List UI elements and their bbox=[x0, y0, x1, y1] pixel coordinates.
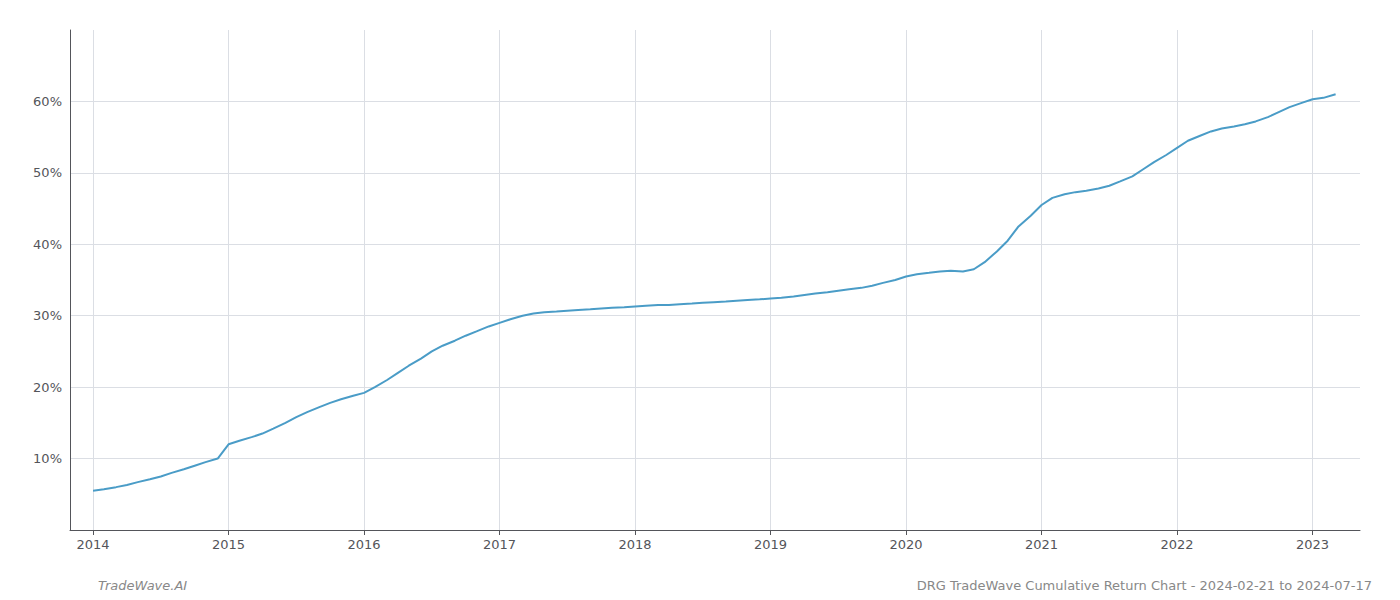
svg-text:30%: 30% bbox=[33, 308, 62, 323]
svg-text:2021: 2021 bbox=[1025, 537, 1058, 552]
svg-text:2022: 2022 bbox=[1161, 537, 1194, 552]
svg-text:2014: 2014 bbox=[76, 537, 109, 552]
svg-text:50%: 50% bbox=[33, 165, 62, 180]
svg-text:2020: 2020 bbox=[890, 537, 923, 552]
svg-text:2016: 2016 bbox=[347, 537, 380, 552]
svg-text:DRG TradeWave Cumulative Retur: DRG TradeWave Cumulative Return Chart - … bbox=[917, 578, 1372, 593]
svg-text:2015: 2015 bbox=[212, 537, 245, 552]
svg-text:40%: 40% bbox=[33, 237, 62, 252]
svg-text:2023: 2023 bbox=[1296, 537, 1329, 552]
svg-text:60%: 60% bbox=[33, 94, 62, 109]
svg-text:2018: 2018 bbox=[619, 537, 652, 552]
svg-text:20%: 20% bbox=[33, 380, 62, 395]
svg-text:2019: 2019 bbox=[754, 537, 787, 552]
svg-text:TradeWave.AI: TradeWave.AI bbox=[98, 578, 187, 593]
svg-text:2017: 2017 bbox=[483, 537, 516, 552]
svg-text:10%: 10% bbox=[33, 451, 62, 466]
